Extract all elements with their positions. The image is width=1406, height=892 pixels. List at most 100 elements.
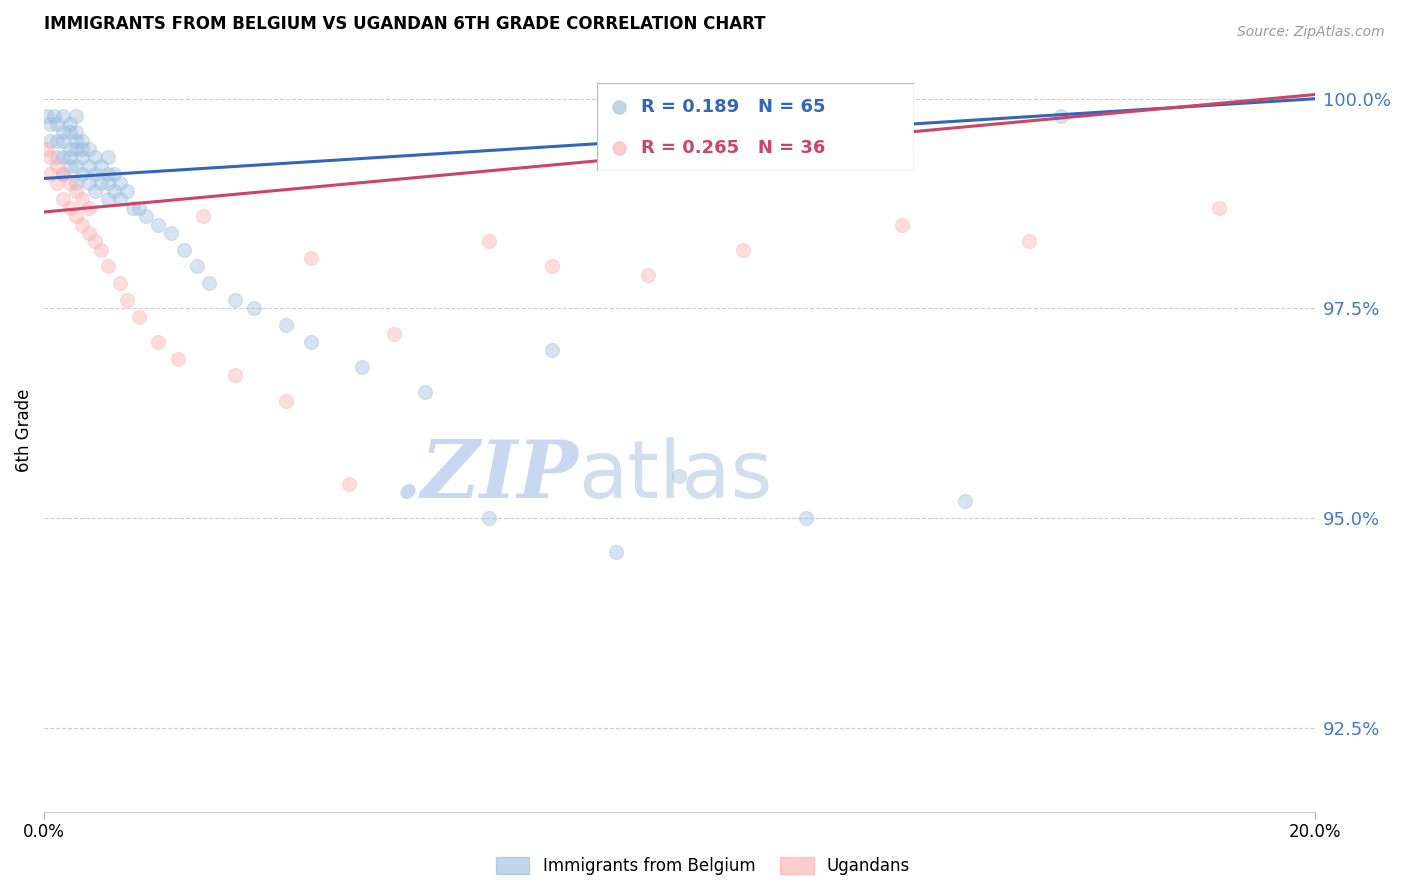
Point [90,243,112,257]
Point [45,151,67,165]
Point [115,184,138,198]
Point [77,176,100,190]
Point [58,151,80,165]
Point [478,511,501,525]
Text: IMMIGRANTS FROM BELGIUM VS UGANDAN 6TH GRADE CORRELATION CHART: IMMIGRANTS FROM BELGIUM VS UGANDAN 6TH G… [44,15,766,33]
Point [45,159,67,173]
Point [90,176,112,190]
Point [84,184,107,198]
Point [110,277,132,291]
Point [478,235,501,249]
Point [160,226,183,240]
Text: .ZIP: .ZIP [392,437,578,515]
Point [173,243,195,257]
Point [110,193,132,207]
Point [39,167,62,181]
Point [65,209,87,223]
Point [58,142,80,156]
Point [39,117,62,131]
Point [955,494,977,508]
Point [274,318,297,333]
Point [52,193,75,207]
Point [148,218,170,232]
Point [97,167,120,181]
Point [637,268,659,282]
Point [65,125,87,139]
Point [110,176,132,190]
Point [541,260,564,274]
Point [242,301,264,316]
Point [70,142,93,156]
Point [65,142,87,156]
Point [65,109,87,123]
Point [191,209,214,223]
Point [1049,109,1071,123]
Point [65,134,87,148]
Point [115,293,138,307]
Point [128,201,150,215]
Point [70,134,93,148]
Point [65,176,87,190]
Point [274,393,297,408]
Point [84,235,107,249]
Point [45,176,67,190]
Point [166,351,188,366]
Point [198,277,221,291]
Point [39,134,62,148]
Point [58,159,80,173]
Point [84,167,107,181]
Text: atlas: atlas [578,437,772,515]
Point [52,167,75,181]
Point [382,326,405,341]
Point [45,134,67,148]
Point [299,334,322,349]
Point [890,218,912,232]
Point [37,109,59,123]
Point [52,125,75,139]
Point [122,201,145,215]
Point [52,167,75,181]
Point [65,159,87,173]
Point [668,469,690,483]
Point [70,151,93,165]
Point [97,176,120,190]
Point [52,134,75,148]
Point [58,125,80,139]
Point [135,209,157,223]
Point [1018,235,1040,249]
Point [605,544,627,558]
Legend: Immigrants from Belgium, Ugandans: Immigrants from Belgium, Ugandans [488,849,918,884]
Point [541,343,564,358]
Point [103,167,125,181]
Point [77,142,100,156]
Point [90,159,112,173]
Point [97,151,120,165]
Point [731,243,754,257]
Point [58,117,80,131]
Point [337,477,360,491]
Point [42,109,65,123]
Point [58,176,80,190]
Point [148,334,170,349]
Point [37,142,59,156]
Point [1208,201,1230,215]
Point [128,310,150,324]
Point [77,159,100,173]
Point [299,251,322,265]
Point [350,360,373,375]
Point [70,218,93,232]
Point [413,385,436,400]
Point [77,201,100,215]
Point [45,117,67,131]
Point [796,511,818,525]
Point [70,193,93,207]
Point [52,151,75,165]
Point [70,167,93,181]
Point [58,201,80,215]
Point [65,184,87,198]
Point [97,260,120,274]
Point [77,226,100,240]
Y-axis label: 6th Grade: 6th Grade [15,388,32,472]
Point [103,184,125,198]
Point [224,368,246,383]
